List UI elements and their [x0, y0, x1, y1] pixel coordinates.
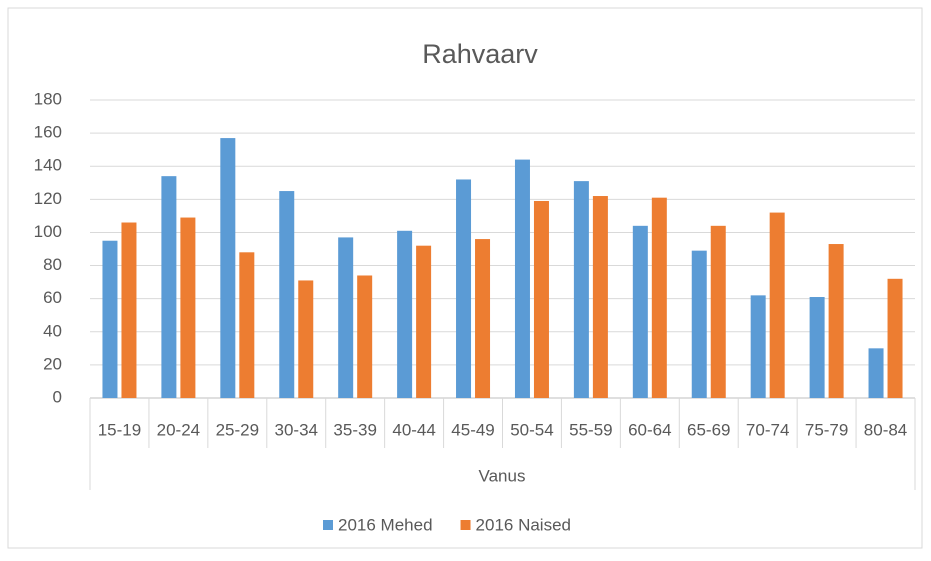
- bar: [121, 222, 137, 398]
- bar: [573, 181, 589, 398]
- x-tick-label: 50-54: [510, 420, 553, 439]
- bar: [102, 240, 118, 398]
- bar: [533, 200, 549, 398]
- x-tick-label: 65-69: [687, 420, 730, 439]
- x-tick-label: 80-84: [864, 420, 907, 439]
- x-tick-label: 15-19: [98, 420, 141, 439]
- y-tick-label: 0: [53, 387, 62, 406]
- bar: [514, 159, 530, 398]
- bar: [828, 244, 844, 398]
- y-tick-label: 160: [34, 123, 62, 142]
- bar: [397, 230, 413, 398]
- x-tick-label: 20-24: [157, 420, 200, 439]
- legend-swatch: [460, 520, 471, 530]
- bar: [475, 239, 491, 398]
- x-tick-label: 35-39: [333, 420, 376, 439]
- bar: [769, 212, 785, 398]
- x-tick-label: 55-59: [569, 420, 612, 439]
- x-tick-label: 25-29: [216, 420, 259, 439]
- x-tick-label: 40-44: [392, 420, 435, 439]
- y-tick-label: 140: [34, 156, 62, 175]
- chart-title: Rahvaarv: [422, 39, 538, 69]
- bar: [338, 237, 354, 398]
- bar: [298, 280, 314, 398]
- bar: [750, 295, 766, 398]
- y-tick-label: 180: [34, 89, 62, 108]
- bar: [592, 196, 608, 398]
- bar: [809, 297, 825, 398]
- y-tick-label: 80: [43, 255, 62, 274]
- bar: [710, 225, 726, 398]
- bar: [868, 348, 884, 398]
- bar: [161, 176, 177, 398]
- y-tick-label: 120: [34, 189, 62, 208]
- bar: [239, 252, 255, 398]
- y-tick-label: 20: [43, 354, 62, 373]
- bar: [220, 138, 236, 399]
- legend-swatch: [323, 520, 333, 530]
- legend-label: 2016 Naised: [476, 515, 571, 534]
- legend-label: 2016 Mehed: [338, 515, 433, 534]
- x-tick-label: 45-49: [451, 420, 494, 439]
- y-tick-label: 60: [43, 288, 62, 307]
- bar: [416, 245, 432, 398]
- y-tick-label: 40: [43, 321, 62, 340]
- bar: [180, 217, 196, 398]
- x-tick-label: 60-64: [628, 420, 671, 439]
- bar: [279, 191, 295, 398]
- bar: [691, 250, 707, 398]
- y-tick-label: 100: [34, 222, 62, 241]
- bar: [887, 278, 903, 398]
- x-tick-label: 70-74: [746, 420, 789, 439]
- x-tick-label: 30-34: [275, 420, 318, 439]
- bar: [632, 225, 648, 398]
- x-axis-label: Vanus: [479, 466, 526, 485]
- bar: [651, 197, 667, 398]
- bar: [357, 275, 373, 398]
- bar: [456, 179, 472, 398]
- x-tick-label: 75-79: [805, 420, 848, 439]
